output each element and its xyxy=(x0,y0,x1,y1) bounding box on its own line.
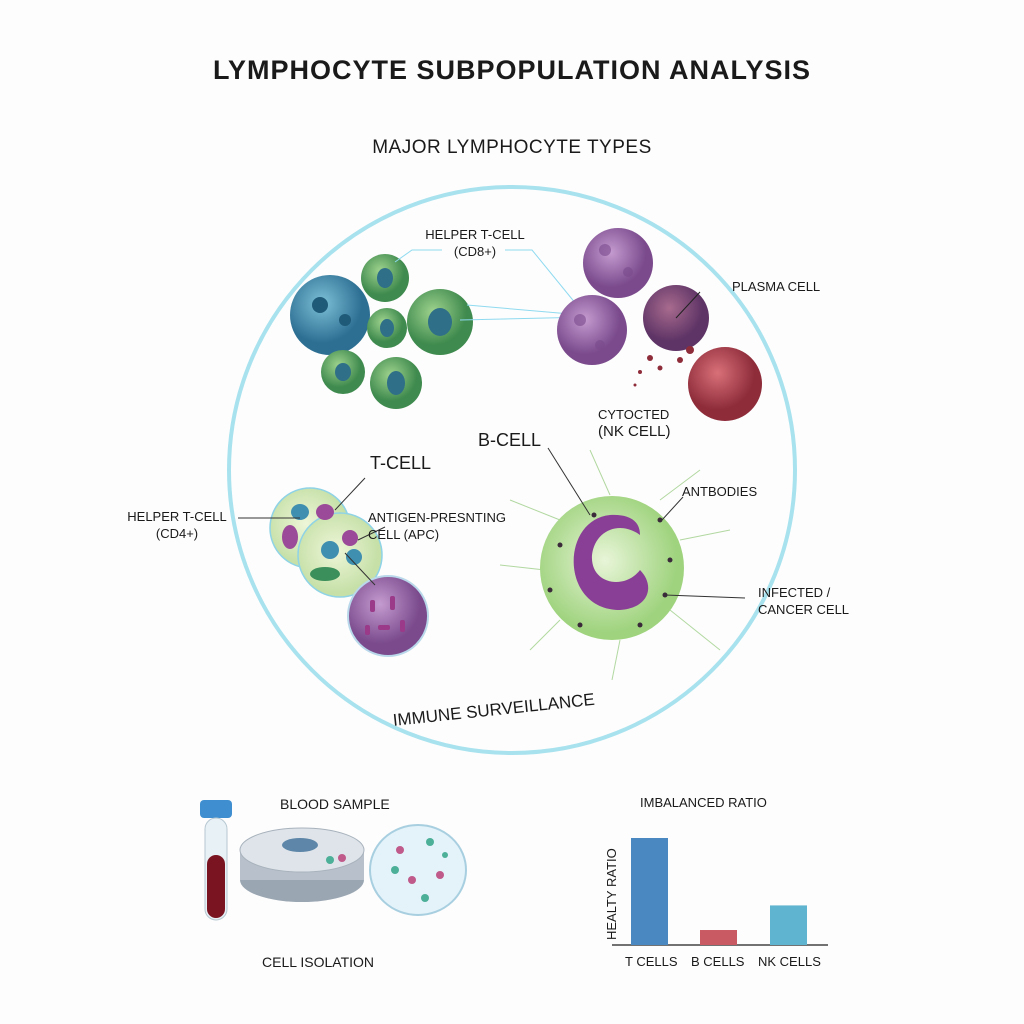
label-line: (CD8+) xyxy=(453,244,497,259)
tick-label-b-cells: B CELLS xyxy=(691,954,745,969)
label-t-cell: T-CELL xyxy=(370,453,432,473)
label-cell-isolation: CELL ISOLATION xyxy=(262,954,375,970)
red-cell xyxy=(688,347,762,421)
section-subtitle: MAJOR LYMPHOCYTE TYPES xyxy=(372,137,652,158)
label-line: ANTIGEN-PRESNTING xyxy=(368,510,506,525)
test-tube-icon xyxy=(200,800,232,921)
t-cell-cluster xyxy=(290,254,473,409)
t-cell-group xyxy=(269,487,429,657)
label-infected: INFECTED / CANCER CELL xyxy=(758,584,849,618)
purple-cell xyxy=(557,295,627,365)
label-line: (CD4+) xyxy=(155,526,199,541)
tick-label-nk-cells: NK CELLS xyxy=(758,954,821,969)
blue-cell xyxy=(290,275,370,355)
label-apc: ANTIGEN-PRESNTING CELL (APC) xyxy=(368,509,506,543)
immune-circle xyxy=(227,185,797,755)
label-antibodies: ANTBODIES xyxy=(682,484,758,499)
b-cell xyxy=(499,449,731,681)
ratio-bar-chart xyxy=(612,838,828,946)
label-cytocted: CYTOCTED (NK CELL) xyxy=(598,406,671,440)
label-line: (NK CELL) xyxy=(598,423,671,440)
label-line: HELPER T-CELL xyxy=(425,227,525,242)
bar-b-cells xyxy=(700,930,737,945)
purple-cell xyxy=(583,228,653,298)
label-helper-cd4: HELPER T-CELL (CD4+) xyxy=(112,508,242,542)
page-title: LYMPHOCYTE SUBPOPULATION ANALYSIS xyxy=(212,55,812,85)
label-line: CANCER CELL xyxy=(758,602,850,617)
label-plasma-cell: PLASMA CELL xyxy=(732,279,821,294)
label-line: HELPER T-CELL xyxy=(127,509,227,524)
bar-nk-cells xyxy=(770,905,807,945)
bar-t-cells xyxy=(631,838,668,945)
chart-ylabel: HEALTY RATIO xyxy=(604,848,619,940)
label-line: CYTOCTED xyxy=(598,407,670,422)
label-b-cell: B-CELL xyxy=(478,430,542,450)
petri-dish-icon xyxy=(369,824,467,916)
tick-label-t-cells: T CELLS xyxy=(625,954,678,969)
chart-title: IMBALANCED RATIO xyxy=(640,795,767,810)
label-helper-cd8: HELPER T-CELL (CD8+) xyxy=(410,226,540,260)
infected-purple-cell xyxy=(347,575,429,657)
virus-cells xyxy=(557,228,762,421)
centrifuge-icon xyxy=(239,827,365,902)
label-line: INFECTED / xyxy=(758,585,831,600)
label-blood-sample: BLOOD SAMPLE xyxy=(280,796,390,812)
label-line: CELL (APC) xyxy=(368,527,440,542)
